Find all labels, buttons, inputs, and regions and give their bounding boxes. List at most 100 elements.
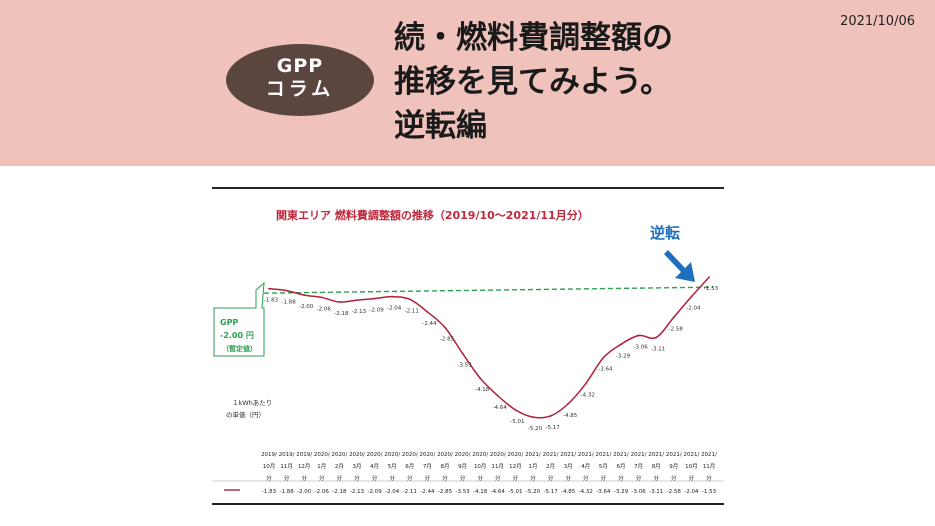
- data-point: [373, 297, 376, 300]
- table-value: -2.18: [332, 489, 347, 495]
- data-label: -5.20: [528, 426, 543, 432]
- publish-date: 2021/10/06: [840, 14, 915, 29]
- reversal-arrow-icon: [664, 250, 695, 282]
- gpp-callout-note: （暫定値）: [222, 344, 257, 353]
- x-tick-label: 2021/: [578, 452, 594, 458]
- x-tick-label: 分: [689, 474, 695, 482]
- x-tick-label: 分: [548, 474, 554, 482]
- x-tick-label: 1月: [529, 463, 538, 470]
- data-point: [637, 334, 640, 337]
- data-label: -1.83: [264, 298, 279, 304]
- title-line-1: 続・燃料費調整額の: [394, 20, 673, 56]
- column-badge: GPP コラム: [226, 44, 374, 116]
- table-value: -3.06: [631, 489, 646, 495]
- title-line-3: 逆転編: [394, 108, 487, 144]
- data-label: -5.17: [545, 425, 560, 431]
- x-tick-label: 2021/: [595, 452, 611, 458]
- data-label: -1.88: [281, 300, 296, 306]
- table-value: -2.44: [420, 489, 435, 495]
- data-label: -4.85: [563, 413, 578, 419]
- x-tick-label: 9月: [458, 463, 467, 470]
- data-label: -5.01: [510, 419, 524, 425]
- x-tick-label: 分: [389, 474, 395, 482]
- x-tick-label: 12月: [298, 463, 311, 470]
- table-value: -2.06: [315, 489, 330, 495]
- data-point: [356, 299, 358, 302]
- table-value: -2.00: [297, 489, 312, 495]
- data-point: [655, 336, 658, 339]
- header-banner: 2021/10/06 GPP コラム 続・燃料費調整額の 推移を見てみよう。 逆…: [0, 0, 935, 166]
- x-tick-label: 分: [319, 474, 325, 482]
- x-tick-label: 2020/: [437, 452, 453, 458]
- x-tick-label: 7月: [423, 463, 432, 470]
- data-point: [690, 295, 693, 298]
- badge-label-gpp: GPP: [276, 55, 324, 77]
- data-point: [514, 408, 517, 411]
- x-tick-label: 分: [354, 474, 360, 482]
- x-tick-label: 8月: [441, 463, 450, 470]
- data-label: -2.00: [299, 304, 314, 310]
- x-tick-label: 10月: [263, 463, 276, 470]
- data-point: [320, 296, 323, 299]
- x-tick-label: 2021/: [701, 452, 717, 458]
- x-tick-label: 2021/: [631, 452, 647, 458]
- data-label: -3.53: [457, 362, 472, 368]
- data-point: [584, 382, 587, 385]
- x-tick-label: 11月: [280, 463, 293, 470]
- x-tick-label: 2020/: [349, 452, 365, 458]
- x-tick-label: 2021/: [525, 452, 541, 458]
- x-tick-label: 分: [460, 474, 466, 482]
- gpp-callout-label: GPP: [220, 318, 238, 327]
- data-label: -1.53: [704, 286, 719, 292]
- data-point: [408, 298, 411, 301]
- x-tick-label: 5月: [388, 463, 397, 470]
- x-tick-label: 2021/: [666, 452, 682, 458]
- table-value: -4.32: [579, 489, 593, 495]
- data-point: [285, 289, 288, 292]
- x-tick-label: 2月: [546, 463, 555, 470]
- x-tick-label: 6月: [405, 463, 414, 470]
- data-point: [567, 402, 570, 405]
- x-tick-label: 5月: [599, 463, 608, 470]
- table-value: -3.29: [614, 489, 629, 495]
- x-tick-label: 2021/: [543, 452, 559, 458]
- data-point: [672, 316, 675, 319]
- x-tick-label: 分: [636, 474, 642, 482]
- table-value: -3.53: [455, 489, 470, 495]
- x-tick-label: 分: [337, 474, 343, 482]
- x-tick-label: 分: [565, 474, 571, 482]
- data-label: -2.06: [317, 306, 332, 312]
- x-tick-label: 2020/: [419, 452, 435, 458]
- x-tick-label: 2020/: [472, 452, 488, 458]
- x-tick-label: 分: [583, 474, 589, 482]
- table-value: -1.83: [262, 489, 277, 495]
- table-value: -2.58: [667, 489, 682, 495]
- table-value: -2.04: [385, 489, 400, 495]
- x-tick-label: 2019/: [261, 452, 277, 458]
- data-label: -4.32: [581, 393, 595, 399]
- table-value: -5.20: [526, 489, 541, 495]
- table-value: -4.18: [473, 489, 488, 495]
- x-tick-label: 分: [653, 474, 659, 482]
- x-tick-label: 分: [495, 474, 501, 482]
- x-tick-label: 2021/: [683, 452, 699, 458]
- table-value: -2.09: [367, 489, 382, 495]
- table-value: -1.53: [702, 489, 717, 495]
- x-tick-label: 2021/: [560, 452, 576, 458]
- fuel-cost-chart: 関東エリア 燃料費調整額の推移（2019/10～2021/11月分） GPP -…: [212, 187, 724, 505]
- gpp-reference-line: [263, 286, 714, 294]
- x-tick-label: 2019/: [296, 452, 312, 458]
- table-value: -5.17: [543, 489, 558, 495]
- x-tick-label: 分: [372, 474, 378, 482]
- data-point: [496, 394, 499, 397]
- data-label: -2.44: [422, 321, 437, 327]
- x-tick-label: 2020/: [507, 452, 523, 458]
- x-tick-label: 11月: [492, 463, 505, 470]
- data-point: [338, 301, 341, 303]
- x-tick-label: 分: [671, 474, 677, 482]
- data-label: -2.04: [686, 306, 701, 312]
- x-tick-label: 12月: [509, 463, 522, 470]
- y-axis-label-line2: の単価（円）: [226, 410, 265, 419]
- data-point: [426, 311, 429, 313]
